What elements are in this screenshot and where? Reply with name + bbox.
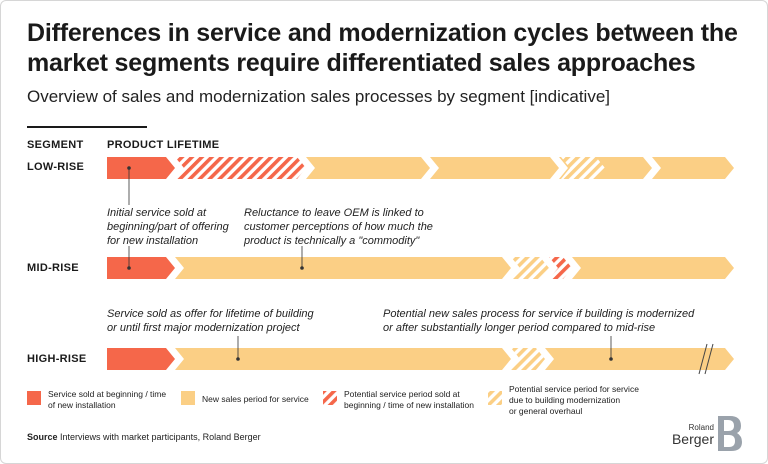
page-subtitle: Overview of sales and modernization sale…: [27, 87, 611, 106]
logo-text-roland: Roland: [688, 423, 714, 432]
legend-label-solid-red: Service sold at beginning / time of new …: [48, 389, 167, 410]
lane-low-rise: [107, 157, 734, 179]
note-initial-service: Initial service sold at beginning/part o…: [107, 207, 229, 247]
segment-potential-modernization: [561, 157, 605, 179]
note-reluctance-oem: Reluctance to leave OEM is linked to cus…: [244, 207, 433, 247]
segment-potential-service: [175, 157, 306, 179]
note-potential-new-sales: Potential new sales process for service …: [383, 308, 695, 334]
segment-new-sales: [545, 348, 734, 370]
segment-label-high-rise: HIGH-RISE: [27, 353, 87, 365]
lane-high-rise: [107, 343, 734, 375]
axis-break-icon: [698, 343, 714, 375]
page-title: Differences in service and modernization…: [27, 19, 738, 77]
segment-label-low-rise: LOW-RISE: [27, 161, 85, 173]
segment-service-initial: [107, 157, 175, 179]
legend-swatch-solid-red: [27, 391, 41, 405]
segment-new-sales: [572, 257, 734, 279]
segment-service-initial: [107, 257, 175, 279]
lane-mid-rise: [107, 257, 734, 279]
segment-potential-modernization: [511, 257, 549, 279]
legend-swatch-hatch-red: [323, 391, 337, 405]
legend-label-solid-yellow: New sales period for service: [202, 394, 309, 404]
segment-new-sales: [175, 348, 511, 370]
logo-text-berger: Berger: [671, 431, 714, 447]
segment-new-sales: [175, 257, 511, 279]
segment-new-sales: [430, 157, 559, 179]
header-rule: [27, 126, 147, 128]
segment-label-mid-rise: MID-RISE: [27, 262, 79, 274]
lifetime-header: PRODUCT LIFETIME: [107, 139, 220, 151]
note-lifetime-offer: Service sold as offer for lifetime of bu…: [107, 308, 314, 334]
roland-berger-logo-icon: [718, 416, 742, 451]
annotation-markers: [127, 166, 613, 361]
legend-label-hatch-yellow: Potential service period for service due…: [509, 384, 639, 416]
legend-swatch-hatch-yellow: [488, 391, 502, 405]
segment-potential-service: [549, 257, 572, 279]
segment-service-initial: [107, 348, 175, 370]
segment-new-sales: [306, 157, 430, 179]
source-note: Source Interviews with market participan…: [27, 432, 261, 442]
segment-header: SEGMENT: [27, 139, 84, 151]
legend-swatches: [27, 391, 502, 405]
legend-swatch-solid-yellow: [181, 391, 195, 405]
segment-new-sales: [652, 157, 734, 179]
legend-label-hatch-red: Potential service period sold at beginni…: [344, 389, 474, 410]
segment-potential-modernization: [511, 348, 545, 370]
